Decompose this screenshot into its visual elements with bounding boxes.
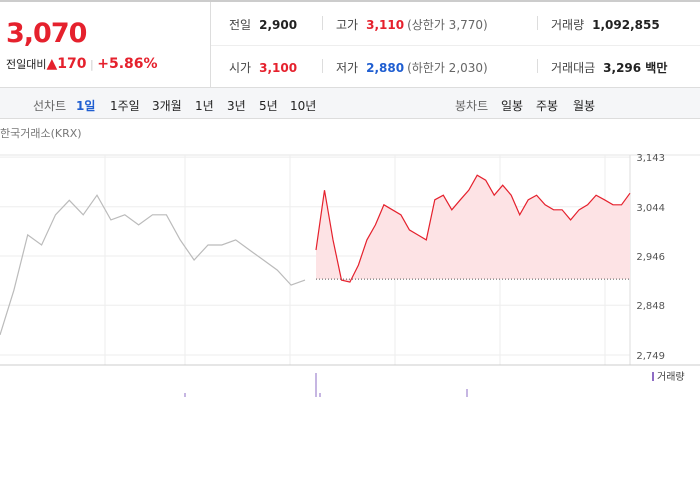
stat-value: 3,100 bbox=[259, 61, 298, 75]
stat-value: 3,110 bbox=[366, 18, 405, 32]
stat-value: 3,296 백만 bbox=[603, 61, 668, 75]
tab-group-label: 선차트 bbox=[33, 99, 67, 113]
tab[interactable]: 1년 bbox=[195, 99, 214, 113]
volume-label: 거래량 bbox=[657, 371, 685, 383]
y-tick-label: 3,143 bbox=[636, 153, 665, 164]
tab[interactable]: 3년 bbox=[227, 99, 246, 113]
tab[interactable]: 10년 bbox=[290, 99, 317, 113]
stat-value: 2,880 bbox=[366, 61, 405, 75]
stat-value: 1,092,855 bbox=[592, 18, 660, 32]
price-line bbox=[315, 174, 631, 283]
stat-note: (하한가 2,030) bbox=[407, 61, 488, 75]
tab[interactable]: 월봉 bbox=[573, 99, 596, 113]
divider bbox=[322, 59, 323, 73]
tab[interactable]: 5년 bbox=[259, 99, 278, 113]
stat: 거래대금 3,296 백만 bbox=[551, 59, 667, 76]
divider bbox=[322, 16, 323, 30]
chart: 한국거래소(KRX) 3,143 3,044 2,946 2,848 2,749 거래량 bbox=[0, 127, 700, 397]
stats: 전일 2,900 고가 3,110 (상한가 3,770) 거래량 1,092,855 시가 3… bbox=[210, 2, 700, 88]
tab[interactable]: 1일 bbox=[76, 99, 96, 113]
volume-swatch bbox=[652, 372, 654, 381]
change-label: 전일대비 bbox=[6, 58, 47, 71]
stat: 저가 2,880 (하한가 2,030) bbox=[336, 59, 488, 76]
quote-panel: 3,070 전일대비▲170 | +5.86% 전일 2,900 고가 3,110 (상… bbox=[0, 0, 700, 88]
stat: 고가 3,110 (상한가 3,770) bbox=[336, 16, 488, 33]
stat: 거래량 1,092,855 bbox=[551, 16, 660, 33]
tab[interactable]: 3개월 bbox=[152, 99, 182, 113]
y-tick-label: 2,848 bbox=[636, 301, 665, 312]
change: 전일대비▲170 | +5.86% bbox=[6, 56, 158, 72]
stat-label: 시가 bbox=[229, 61, 252, 75]
y-tick-label: 2,749 bbox=[636, 351, 665, 362]
up-arrow: ▲ bbox=[46, 56, 58, 72]
stat-label: 전일 bbox=[229, 18, 252, 32]
stat-value: 2,900 bbox=[259, 18, 298, 32]
price-line bbox=[0, 194, 306, 336]
divider bbox=[537, 59, 538, 73]
stat: 시가 3,100 bbox=[229, 59, 297, 76]
row-divider bbox=[211, 45, 700, 46]
stat: 전일 2,900 bbox=[229, 16, 297, 33]
tab-group-label: 봉차트 bbox=[455, 99, 489, 113]
tab[interactable]: 주봉 bbox=[536, 99, 559, 113]
y-tick-label: 2,946 bbox=[636, 252, 665, 263]
source: 한국거래소(KRX) bbox=[0, 127, 82, 140]
tab[interactable]: 일봉 bbox=[501, 99, 524, 113]
tab-bar: 선차트 1일 1주일 3개월 1년 3년 5년 10년 봉차트 일봉 주봉 월봉 bbox=[0, 88, 700, 119]
tab[interactable]: 1주일 bbox=[110, 99, 140, 113]
area bbox=[316, 175, 630, 283]
stat-label: 거래량 bbox=[551, 18, 585, 32]
change-rate: +5.86% bbox=[97, 56, 158, 72]
stat-label: 고가 bbox=[336, 18, 359, 32]
change-value: 170 bbox=[57, 56, 87, 72]
stat-note: (상한가 3,770) bbox=[407, 18, 488, 32]
divider bbox=[537, 16, 538, 30]
stat-label: 저가 bbox=[336, 61, 359, 75]
price: 3,070 bbox=[6, 18, 87, 49]
stat-label: 거래대금 bbox=[551, 61, 596, 75]
y-tick-label: 3,044 bbox=[636, 203, 665, 214]
